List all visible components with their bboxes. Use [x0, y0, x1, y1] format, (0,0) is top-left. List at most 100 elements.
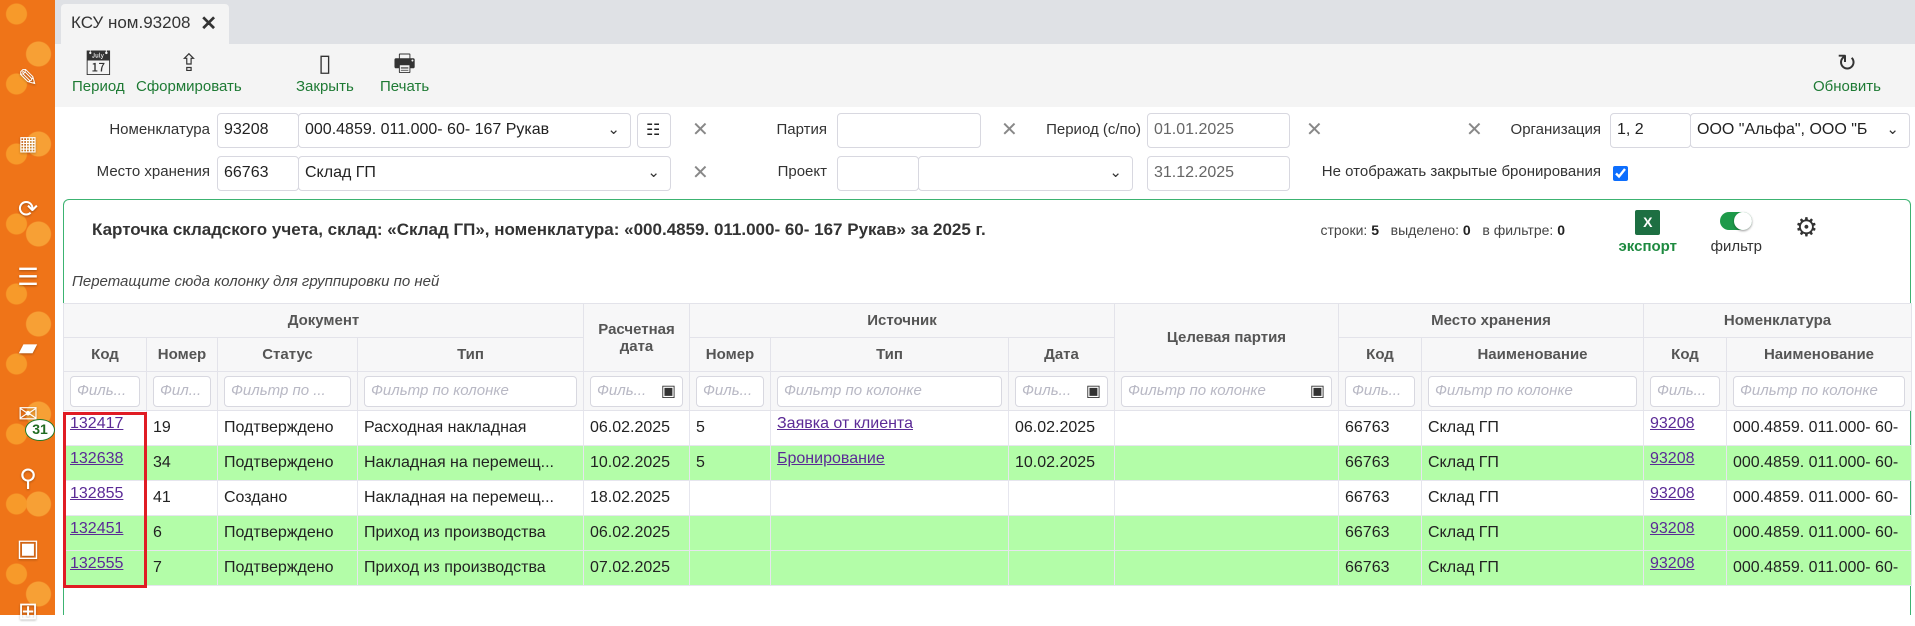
organization-select[interactable]: ООО "Альфа", ООО "Б ⌄ [1690, 113, 1910, 148]
column-filter-input[interactable]: Фильтр по колонке [1428, 375, 1637, 407]
column-filter-input[interactable]: Фильтр по колонке [777, 375, 1002, 407]
filter-cell: Филь... ▣ [583, 371, 690, 411]
table-row[interactable]: 132451 6 Подтверждено Приход из производств… [63, 515, 1912, 551]
period-button[interactable]: 📅︎ Период [72, 50, 125, 95]
folder-icon[interactable]: ▰ [18, 334, 38, 361]
column-filter-input[interactable]: Фильтр по колонке [1733, 375, 1905, 407]
col-header[interactable]: Наименование [1421, 337, 1644, 372]
column-filter-input[interactable]: Фильтр по колонке [364, 375, 577, 407]
cell-nom-code: 93208 [1643, 445, 1727, 481]
filter-cell: Фильтр по ... [217, 371, 358, 411]
clear-organization-icon[interactable]: ✕ [1466, 119, 1483, 141]
export-button[interactable]: X экспорт [1619, 210, 1677, 255]
nomenclature-select[interactable]: 000.4859. 011.000- 60- 167 Рукав ⌄ [298, 113, 631, 148]
nom-code-link[interactable]: 93208 [1650, 520, 1695, 537]
column-filter-input[interactable]: Филь... [1650, 375, 1720, 407]
column-filter-input[interactable]: Филь... [70, 375, 140, 407]
clear-period-icon[interactable]: ✕ [1306, 119, 1323, 141]
column-filter-input[interactable]: Филь... ▣ [590, 375, 683, 407]
sync-icon[interactable]: ⟳ [17, 196, 39, 223]
printer-icon: 🖶 [393, 50, 416, 77]
refresh-button[interactable]: ↻ Обновить [1813, 50, 1881, 95]
col-header[interactable]: Наименование [1726, 337, 1912, 372]
calendar-icon[interactable]: ▣ [1309, 382, 1325, 400]
col-header[interactable]: Код [1643, 337, 1727, 372]
cell-nom-code: 93208 [1643, 515, 1727, 551]
column-filter-input[interactable]: Филь... ▣ [1015, 375, 1108, 407]
period-from-input[interactable]: 01.01.2025 [1147, 113, 1290, 148]
selected-label: выделено: [1390, 222, 1460, 238]
column-filter-input[interactable]: Филь... [696, 375, 764, 407]
cell-st-code: 66763 [1338, 480, 1422, 516]
chevron-down-icon: ⌄ [647, 164, 660, 181]
selection-highlight-box [63, 412, 147, 588]
pencil-icon[interactable]: ✎ [17, 65, 39, 92]
calendar-icon[interactable]: ▣ [660, 382, 676, 400]
table-row[interactable]: 132417 19 Подтверждено Расходная накладная 0… [63, 410, 1912, 446]
tab-ksu[interactable]: КСУ ном.93208 ✕ [61, 4, 229, 44]
column-filter-input[interactable]: Фильтр по колонке ▣ [1121, 375, 1332, 407]
clear-nomenclature-icon[interactable]: ✕ [692, 119, 709, 141]
storage-select[interactable]: Склад ГП ⌄ [298, 156, 671, 191]
column-filter-input[interactable]: Фильтр по ... [224, 375, 351, 407]
cell-src-type [770, 550, 1009, 586]
filter-placeholder: Фильтр по колонке [1740, 381, 1878, 399]
group-source: Источник [689, 303, 1115, 338]
project-select[interactable]: ⌄ [918, 156, 1133, 191]
download-list-icon[interactable]: ☰ [17, 264, 39, 291]
storage-code-input[interactable]: 66763 [217, 156, 299, 191]
col-header[interactable]: Тип [357, 337, 584, 372]
period-to-input[interactable]: 31.12.2025 [1147, 156, 1290, 191]
cell-num: 41 [146, 480, 218, 516]
col-target-batch[interactable]: Целевая партия [1114, 303, 1339, 372]
calendar-icon[interactable]: ▣ [16, 535, 40, 562]
filter-toggle[interactable]: фильтр [1711, 210, 1762, 255]
nom-code-link[interactable]: 93208 [1650, 555, 1695, 572]
filter-placeholder: Фил... [160, 381, 202, 399]
col-header[interactable]: Код [63, 337, 147, 372]
col-header[interactable]: Номер [146, 337, 218, 372]
gear-icon[interactable]: ⚙ [1794, 212, 1818, 242]
col-header[interactable]: Тип [770, 337, 1009, 372]
nom-code-link[interactable]: 93208 [1650, 450, 1695, 467]
table-row[interactable]: 132638 34 Подтверждено Накладная на перемещ… [63, 445, 1912, 481]
organization-name: ООО "Альфа", ООО "Б [1697, 121, 1868, 138]
toggle-switch[interactable] [1720, 212, 1753, 230]
clear-storage-icon[interactable]: ✕ [692, 162, 709, 184]
nom-code-link[interactable]: 93208 [1650, 485, 1695, 502]
close-button[interactable]: ▯ Закрыть [296, 50, 354, 95]
organization-code-input[interactable]: 1, 2 [1610, 113, 1691, 148]
cell-nom-name: 000.4859. 011.000- 60- [1726, 480, 1912, 516]
nom-code-link[interactable]: 93208 [1650, 415, 1695, 432]
qr-code-icon[interactable]: ▦ [18, 133, 38, 155]
col-calc-date[interactable]: Расчетная дата [583, 303, 690, 372]
report-title: Карточка складского учета, склад: «Склад… [92, 220, 986, 239]
project-code-input[interactable] [837, 156, 919, 191]
clear-batch-icon[interactable]: ✕ [1001, 119, 1018, 141]
filter-cell: Филь... [689, 371, 771, 411]
search-icon[interactable]: ⚲ [19, 465, 37, 492]
batch-input[interactable] [837, 113, 981, 148]
toolbar: 📅︎ Период ⇪ Сформировать ▯ Закрыть 🖶 Печать … [55, 44, 1915, 107]
filter-placeholder: Фильтр по ... [231, 381, 326, 399]
tree-select-button[interactable]: ☷ [637, 113, 671, 148]
grid-icon[interactable]: ⊞ [17, 598, 39, 625]
table-row[interactable]: 132555 7 Подтверждено Приход из производств… [63, 550, 1912, 586]
col-header[interactable]: Дата [1008, 337, 1115, 372]
cell-type: Накладная на перемещ... [357, 445, 584, 481]
table-row[interactable]: 132855 41 Создано Накладная на перемещ... 18… [63, 480, 1912, 516]
src-type-link[interactable]: Заявка от клиента [777, 415, 913, 432]
close-tab-icon[interactable]: ✕ [200, 13, 217, 35]
hide-closed-checkbox[interactable] [1613, 166, 1628, 181]
nomenclature-code-input[interactable]: 93208 [217, 113, 299, 148]
col-header[interactable]: Номер [689, 337, 771, 372]
group-storage: Место хранения [1338, 303, 1644, 338]
col-header[interactable]: Статус [217, 337, 358, 372]
form-button[interactable]: ⇪ Сформировать [136, 50, 242, 95]
print-button[interactable]: 🖶 Печать [380, 50, 429, 95]
column-filter-input[interactable]: Филь... [1345, 375, 1415, 407]
col-header[interactable]: Код [1338, 337, 1422, 372]
calendar-icon[interactable]: ▣ [1085, 382, 1101, 400]
column-filter-input[interactable]: Фил... [153, 375, 211, 407]
src-type-link[interactable]: Бронирование [777, 450, 885, 467]
